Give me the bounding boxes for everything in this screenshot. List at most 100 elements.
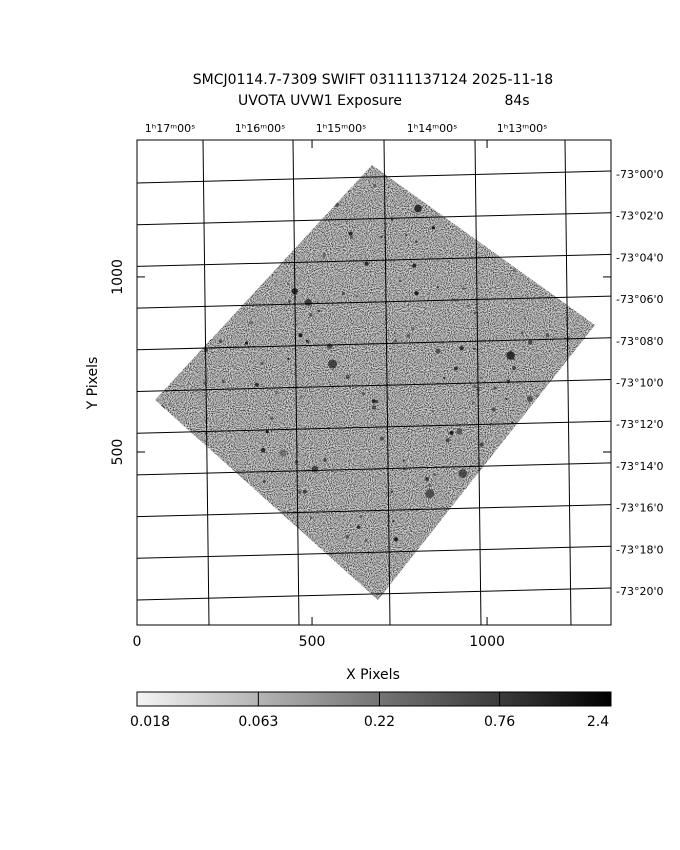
dec-grid-line bbox=[136, 545, 612, 559]
dec-grid-line bbox=[136, 253, 612, 267]
star bbox=[556, 481, 561, 486]
star bbox=[176, 497, 180, 502]
star bbox=[286, 282, 290, 286]
star bbox=[322, 255, 325, 259]
star bbox=[334, 592, 337, 595]
star bbox=[213, 215, 216, 217]
ra-label: 1ʰ16ᵐ00ˢ bbox=[235, 122, 285, 135]
star bbox=[495, 527, 502, 534]
star bbox=[512, 366, 516, 371]
star bbox=[309, 313, 313, 317]
dec-label: -73°10'0 bbox=[616, 377, 664, 390]
star bbox=[249, 168, 256, 176]
star bbox=[523, 317, 526, 320]
star bbox=[287, 357, 290, 360]
star bbox=[160, 253, 165, 258]
star bbox=[287, 300, 291, 303]
star bbox=[240, 176, 244, 180]
star bbox=[359, 515, 363, 519]
star bbox=[585, 250, 590, 256]
dec-grid-line bbox=[136, 462, 612, 476]
star bbox=[189, 567, 193, 570]
star bbox=[436, 286, 439, 289]
star bbox=[331, 559, 333, 561]
star bbox=[425, 476, 430, 481]
star bbox=[455, 562, 465, 572]
star bbox=[254, 382, 259, 387]
star bbox=[412, 263, 417, 268]
star bbox=[523, 460, 527, 465]
star bbox=[582, 296, 587, 301]
star bbox=[526, 395, 533, 402]
star bbox=[414, 204, 422, 213]
star bbox=[473, 312, 476, 314]
star bbox=[533, 439, 537, 443]
star bbox=[239, 173, 243, 178]
star bbox=[578, 354, 582, 359]
star bbox=[228, 197, 232, 201]
colorbar-tick-label: 0.76 bbox=[484, 714, 515, 730]
colorbar-tick-label: 2.4 bbox=[587, 714, 609, 730]
star bbox=[166, 423, 170, 426]
star bbox=[566, 410, 570, 414]
star bbox=[375, 399, 379, 404]
star bbox=[446, 193, 449, 195]
star bbox=[269, 416, 274, 421]
star bbox=[467, 305, 470, 308]
star bbox=[517, 434, 523, 440]
star bbox=[528, 340, 533, 345]
star bbox=[390, 490, 394, 494]
star bbox=[189, 204, 195, 210]
star bbox=[420, 575, 423, 578]
star bbox=[326, 343, 333, 349]
star bbox=[510, 460, 515, 465]
star bbox=[553, 187, 557, 191]
star bbox=[216, 558, 221, 562]
star bbox=[323, 458, 327, 462]
dec-label: -73°18'0 bbox=[616, 543, 664, 556]
star bbox=[300, 395, 303, 398]
star bbox=[282, 198, 285, 201]
star bbox=[262, 480, 266, 483]
star bbox=[411, 326, 415, 331]
star bbox=[180, 553, 184, 557]
star bbox=[173, 481, 179, 487]
star bbox=[491, 407, 496, 412]
ra-grid-line bbox=[202, 139, 210, 626]
star bbox=[265, 430, 269, 434]
star bbox=[555, 535, 558, 539]
star bbox=[414, 240, 418, 244]
star bbox=[364, 261, 369, 266]
star bbox=[405, 234, 408, 237]
star bbox=[260, 362, 264, 365]
star bbox=[248, 320, 253, 325]
star bbox=[394, 339, 397, 343]
star bbox=[274, 390, 279, 395]
star bbox=[298, 333, 303, 338]
star bbox=[359, 165, 361, 167]
star bbox=[506, 351, 515, 360]
star bbox=[298, 490, 302, 494]
star bbox=[240, 268, 244, 272]
dec-label: -73°20'0 bbox=[616, 585, 664, 598]
star bbox=[406, 334, 411, 338]
star bbox=[227, 255, 230, 258]
star bbox=[244, 341, 249, 345]
star bbox=[393, 332, 396, 335]
star bbox=[431, 411, 434, 413]
star bbox=[479, 376, 483, 380]
star bbox=[422, 582, 428, 588]
star bbox=[554, 270, 556, 273]
star bbox=[157, 405, 165, 413]
star bbox=[552, 186, 555, 190]
star bbox=[536, 565, 540, 569]
dec-grid-line bbox=[136, 587, 612, 601]
star bbox=[431, 226, 435, 230]
x-tick-label: 500 bbox=[299, 634, 326, 650]
star bbox=[392, 520, 395, 523]
star bbox=[538, 281, 541, 285]
star bbox=[503, 497, 509, 502]
star bbox=[305, 339, 308, 343]
star bbox=[303, 547, 308, 551]
star bbox=[316, 301, 319, 303]
